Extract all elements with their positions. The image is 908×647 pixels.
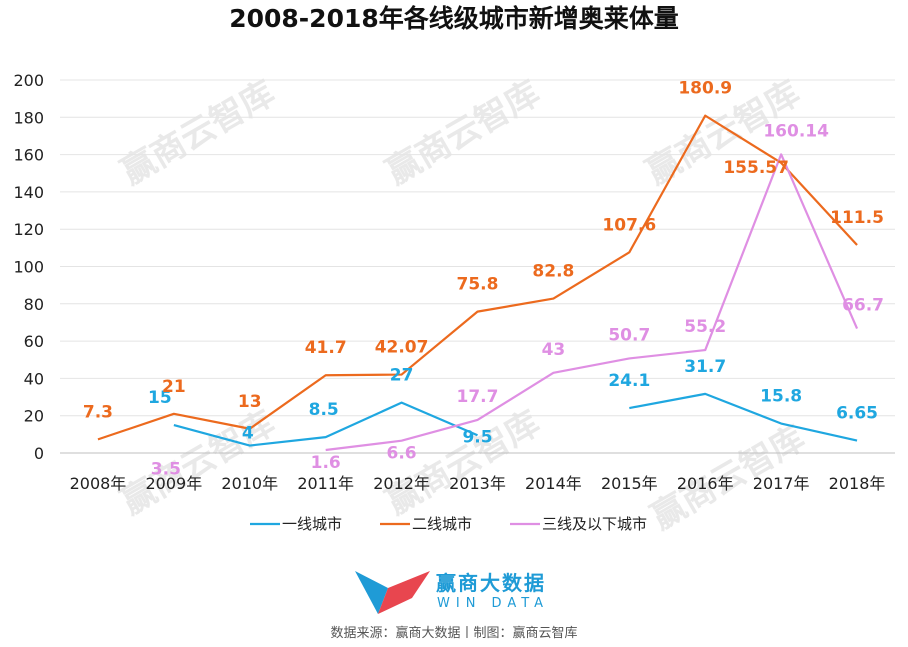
x-tick-label: 2018年	[829, 474, 886, 493]
series-lines	[97, 114, 859, 452]
watermark-1: 赢商云智库	[115, 73, 282, 193]
x-tick-label: 2010年	[221, 474, 278, 493]
data-label: 15.8	[760, 387, 802, 407]
data-label: 41.7	[305, 338, 347, 358]
data-label: 4	[242, 424, 254, 444]
data-label: 3.5	[151, 459, 181, 479]
watermark-4: 赢商云智库	[115, 403, 282, 523]
x-tick-label: 2009年	[145, 474, 202, 493]
y-tick-label: 160	[13, 146, 44, 165]
data-label: 180.9	[678, 79, 732, 99]
data-label: 8.5	[309, 400, 339, 420]
brand-sub: WIN DATA	[437, 596, 549, 611]
data-label: 9.5	[462, 427, 492, 447]
y-tick-label: 180	[13, 108, 44, 127]
data-label: 31.7	[684, 357, 726, 377]
data-label: 75.8	[457, 275, 499, 295]
series-line-2	[97, 114, 858, 441]
x-tick-label: 2013年	[449, 474, 506, 493]
x-tick-label: 2008年	[70, 474, 127, 493]
legend-label: 一线城市	[282, 515, 342, 533]
data-label: 43	[542, 340, 566, 360]
x-tick-label: 2011年	[297, 474, 354, 493]
watermarks: 赢商云智库 赢商云智库 赢商云智库 赢商云智库 赢商云智库 赢商云智库	[115, 73, 812, 538]
data-label: 17.7	[457, 387, 499, 407]
data-label: 21	[162, 377, 186, 397]
brand-logo: 赢商大数据 WIN DATA	[355, 571, 549, 614]
data-label: 7.3	[83, 402, 113, 422]
y-tick-label: 120	[13, 220, 44, 239]
data-label: 155.57	[723, 158, 789, 178]
series-line-1	[173, 401, 478, 447]
gridlines	[60, 79, 895, 454]
x-tick-label: 2014年	[525, 474, 582, 493]
brand-logo-icon-accent	[378, 571, 430, 614]
watermark-2: 赢商云智库	[380, 73, 547, 193]
data-label: 42.07	[375, 338, 429, 358]
y-tick-label: 40	[24, 369, 44, 388]
chart-title: 2008-2018年各线级城市新增奥莱体量	[229, 4, 679, 33]
x-axis-ticks: 2008年 2009年 2010年 2011年 2012年 2013年 2014年 2015年…	[70, 474, 886, 493]
data-label: 111.5	[830, 208, 884, 228]
series-line-3	[325, 153, 859, 452]
data-label: 27	[390, 366, 414, 386]
data-label: 107.6	[602, 215, 656, 235]
y-tick-label: 20	[24, 407, 44, 426]
legend-label: 三线及以下城市	[542, 515, 647, 533]
brand-logo-icon	[355, 571, 388, 614]
y-tick-label: 100	[13, 258, 44, 277]
data-label: 160.14	[763, 121, 829, 141]
data-label: 82.8	[532, 262, 574, 282]
legend-label: 二线城市	[412, 515, 472, 533]
y-tick-label: 200	[13, 71, 44, 90]
legend: 一线城市 二线城市 三线及以下城市	[250, 515, 647, 533]
data-label: 13	[238, 392, 262, 412]
data-label: 66.7	[842, 296, 884, 316]
x-tick-label: 2012年	[373, 474, 430, 493]
y-tick-label: 0	[34, 444, 44, 463]
brand-name: 赢商大数据	[436, 571, 546, 595]
series-line-1	[629, 392, 858, 442]
data-label: 6.6	[387, 444, 417, 464]
source-note: 数据来源：赢商大数据丨制图：赢商云智库	[330, 625, 577, 641]
y-axis-ticks: 0 20 40 60 80 100 120 140 160 180 200	[13, 71, 44, 463]
y-tick-label: 140	[13, 183, 44, 202]
x-tick-label: 2016年	[677, 474, 734, 493]
data-label: 15	[148, 388, 172, 408]
x-tick-label: 2017年	[753, 474, 810, 493]
y-tick-label: 60	[24, 332, 44, 351]
data-label: 6.65	[836, 404, 878, 424]
y-tick-label: 80	[24, 295, 44, 314]
data-label: 24.1	[608, 371, 650, 391]
data-label: 50.7	[608, 325, 650, 345]
data-label: 1.6	[311, 453, 341, 473]
data-label: 55.2	[684, 317, 726, 337]
data-labels: 15 4 8.5 27 9.5 24.1 31.7 15.8 6.65 7.3 21 13 41.7 42…	[83, 79, 884, 480]
x-tick-label: 2015年	[601, 474, 658, 493]
